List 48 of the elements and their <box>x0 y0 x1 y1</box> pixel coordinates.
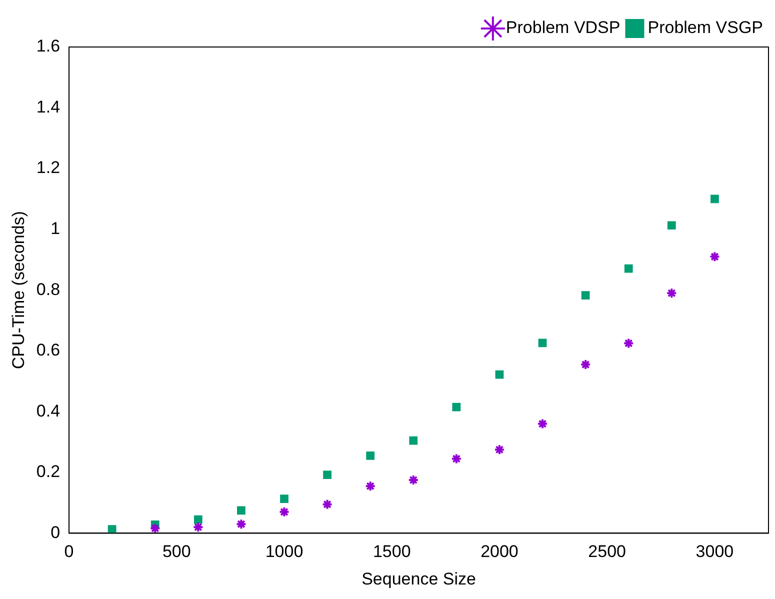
x-tick-label: 500 <box>162 542 191 562</box>
point <box>280 494 288 504</box>
point <box>236 518 247 530</box>
y-tick-label: 0.6 <box>36 340 60 360</box>
point <box>495 370 504 379</box>
legend-label: Problem VSGP <box>648 18 763 38</box>
y-tick-label: 0.8 <box>36 280 60 299</box>
point <box>366 452 375 460</box>
y-tick-label: 1.6 <box>36 36 60 56</box>
point <box>194 515 202 524</box>
point <box>237 506 246 515</box>
x-tick-label: 3000 <box>696 542 734 562</box>
point <box>538 338 547 348</box>
point <box>409 436 418 445</box>
x-axis-title: Sequence Size <box>362 569 476 588</box>
point <box>108 525 116 534</box>
x-tick-label: 1000 <box>265 542 304 562</box>
y-tick-label: 0.4 <box>36 401 60 420</box>
y-tick-label: 0 <box>50 522 60 542</box>
y-tick-label: 0.2 <box>36 462 60 482</box>
y-axis-title: CPU-Time (seconds) <box>8 211 28 370</box>
x-tick-label: 2000 <box>480 542 518 562</box>
x-tick-label: 2500 <box>588 542 626 562</box>
point <box>150 522 161 534</box>
point <box>537 418 548 430</box>
point <box>581 291 590 300</box>
point <box>623 338 634 349</box>
point <box>278 506 290 518</box>
x-tick-label: 1500 <box>372 542 411 562</box>
point <box>408 474 419 486</box>
point <box>580 359 592 370</box>
point <box>323 470 332 480</box>
point <box>624 264 633 273</box>
point <box>667 221 676 230</box>
point <box>710 194 719 204</box>
legend-label: Problem VDSP <box>506 18 620 38</box>
point <box>709 251 720 262</box>
point <box>322 498 333 510</box>
point <box>364 480 376 492</box>
point <box>666 288 678 299</box>
y-tick-label: 1.2 <box>36 158 60 178</box>
point <box>494 444 505 456</box>
point <box>452 402 461 412</box>
point <box>192 522 204 533</box>
y-tick-label: 1 <box>50 219 60 238</box>
x-tick-label: 0 <box>64 542 74 562</box>
point <box>450 453 462 464</box>
y-tick-label: 1.4 <box>36 97 60 116</box>
